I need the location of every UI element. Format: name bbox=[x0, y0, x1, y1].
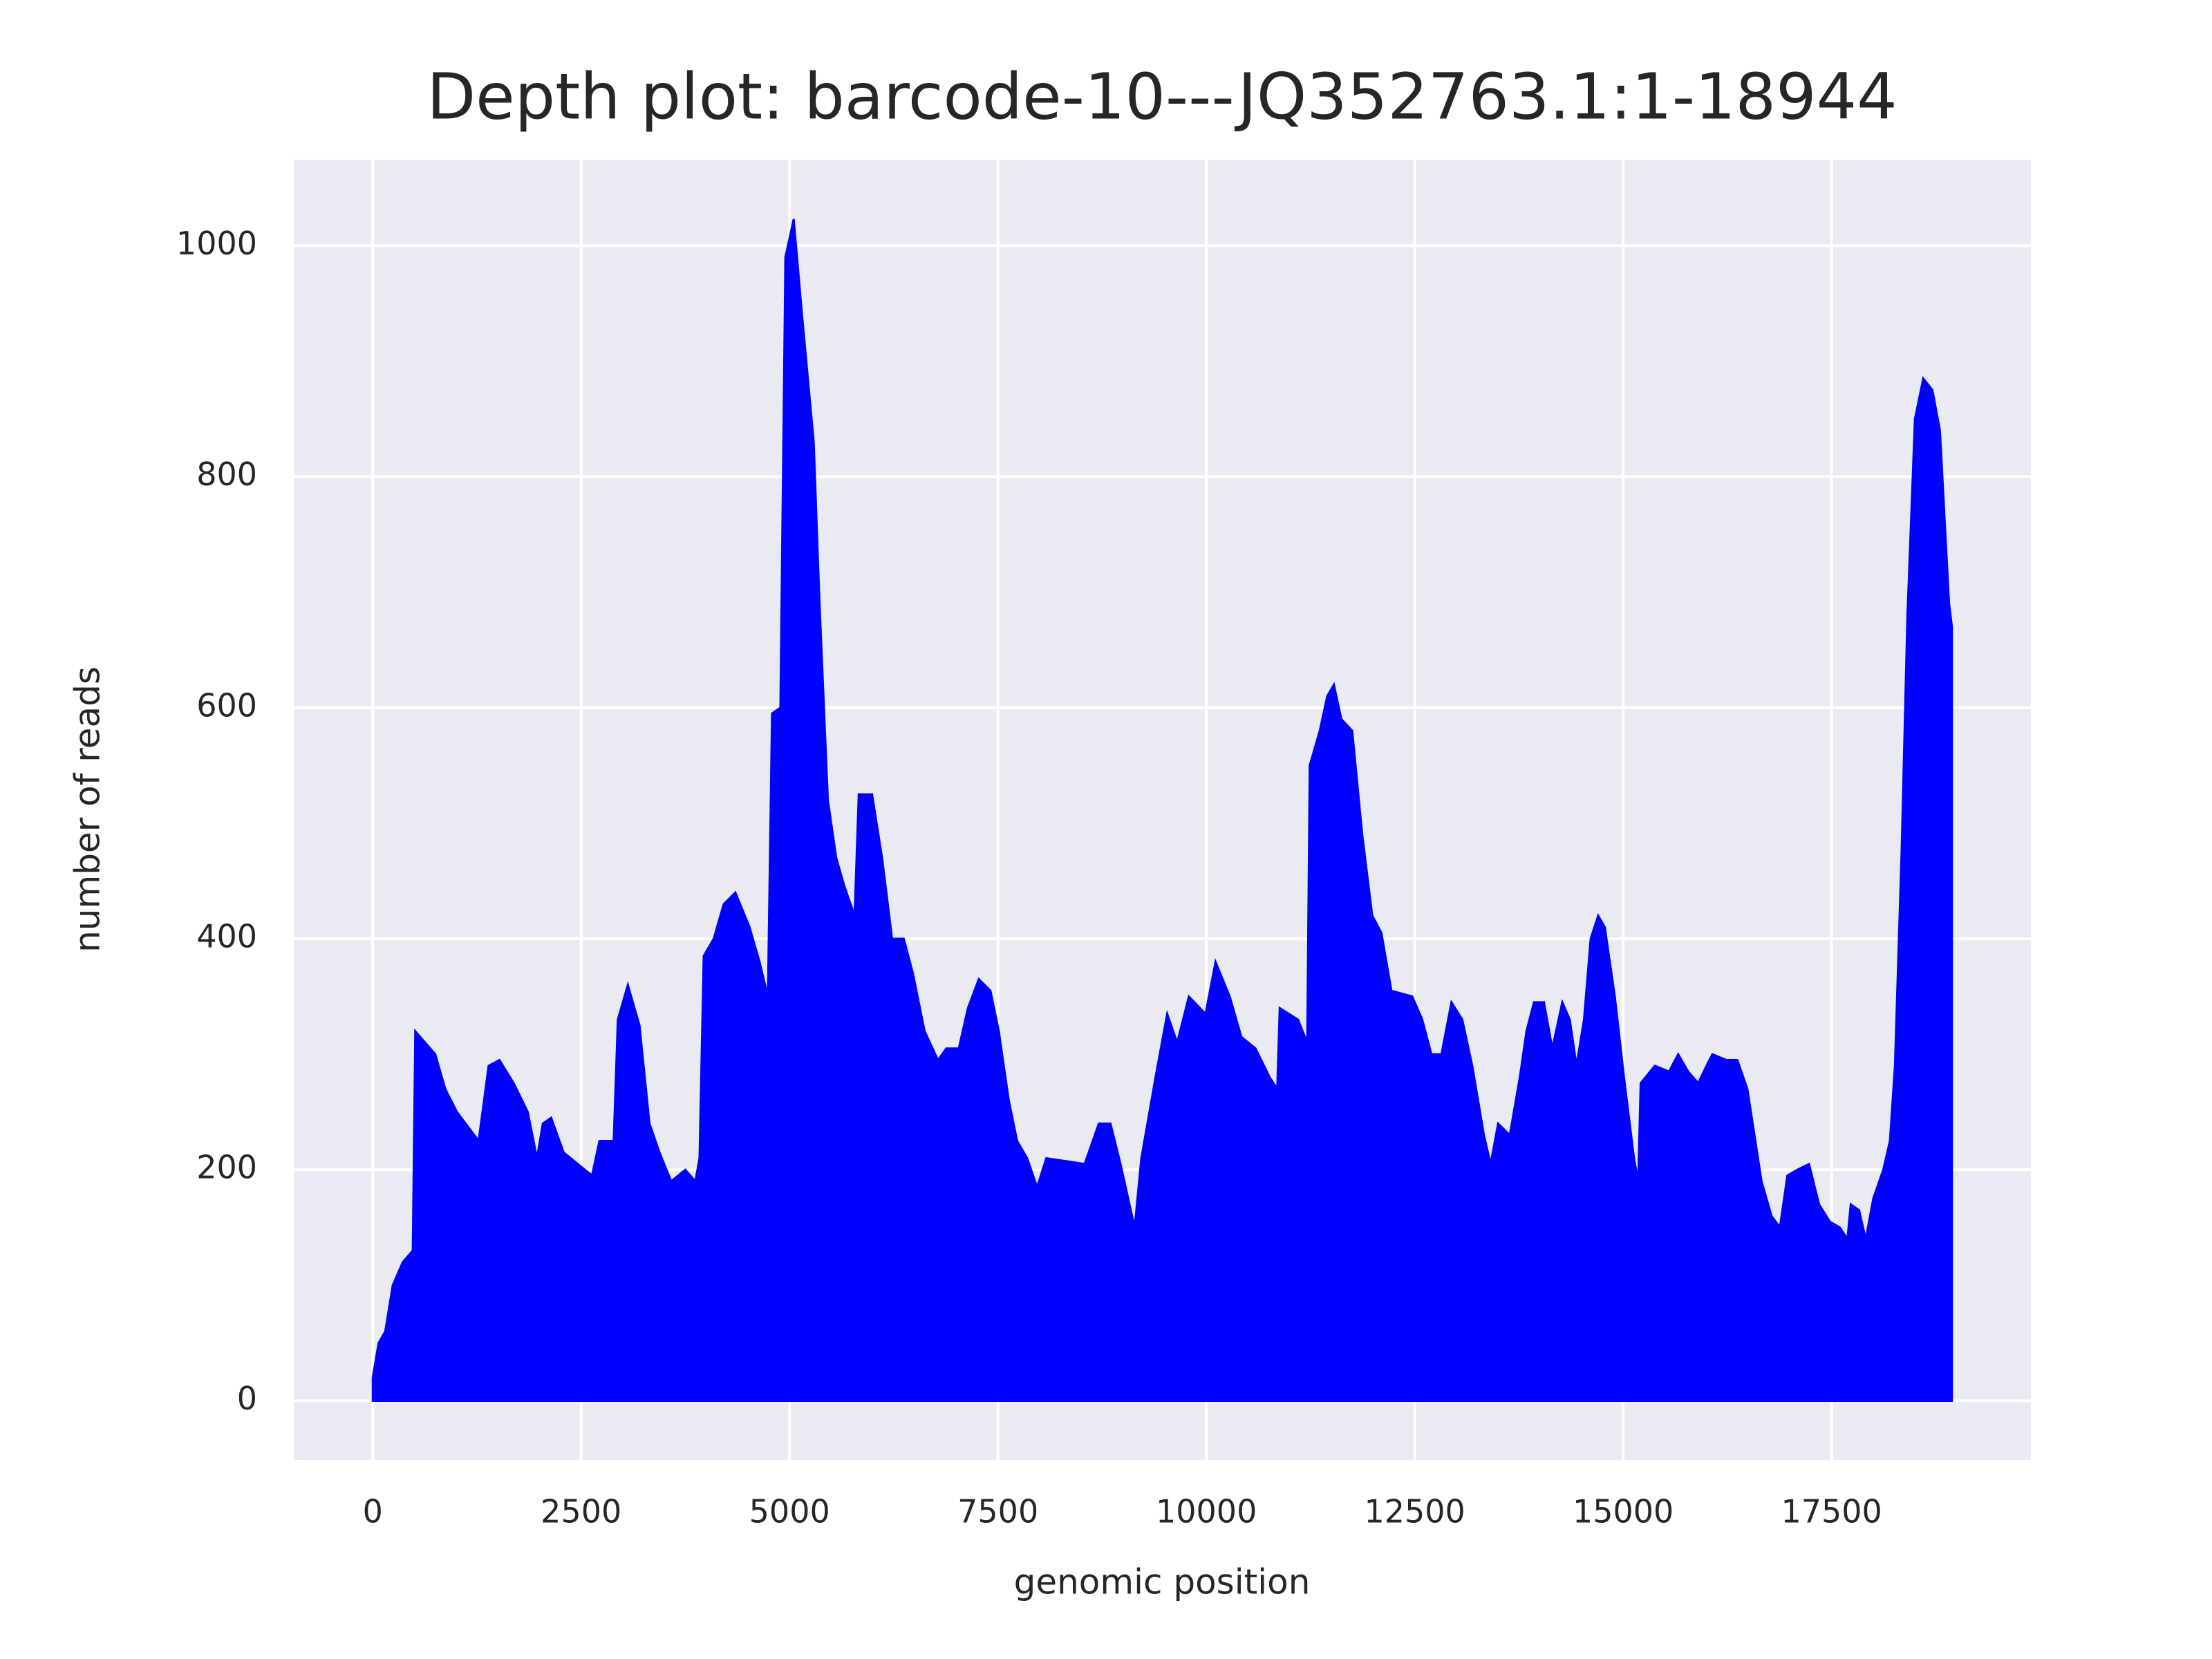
depth-area bbox=[371, 218, 1953, 1402]
y-tick-label: 0 bbox=[237, 1380, 257, 1417]
x-tick-label: 0 bbox=[363, 1493, 383, 1530]
x-axis-label: genomic position bbox=[1014, 1562, 1311, 1602]
labels: 0 2500 5000 7500 10000 12500 15000 17500 0 200 400… bbox=[176, 225, 1882, 1530]
x-tick-label: 12500 bbox=[1364, 1493, 1465, 1530]
x-tick-label: 17500 bbox=[1781, 1493, 1882, 1530]
marks bbox=[371, 218, 1953, 1402]
chart-title: Depth plot: barcode-10---JQ352763.1:1-18… bbox=[427, 59, 1897, 133]
x-tick-label: 2500 bbox=[541, 1493, 621, 1530]
y-tick-label: 600 bbox=[196, 686, 257, 724]
x-tick-label: 15000 bbox=[1573, 1493, 1674, 1530]
x-tick-label: 7500 bbox=[957, 1493, 1038, 1530]
y-axis-label: number of reads bbox=[68, 666, 108, 953]
y-tick-label: 400 bbox=[196, 917, 257, 955]
x-tick-label: 5000 bbox=[749, 1493, 830, 1530]
x-tick-label: 10000 bbox=[1156, 1493, 1257, 1530]
y-tick-label: 800 bbox=[196, 456, 257, 493]
y-tick-label: 1000 bbox=[176, 225, 257, 262]
y-tick-label: 200 bbox=[196, 1149, 257, 1186]
